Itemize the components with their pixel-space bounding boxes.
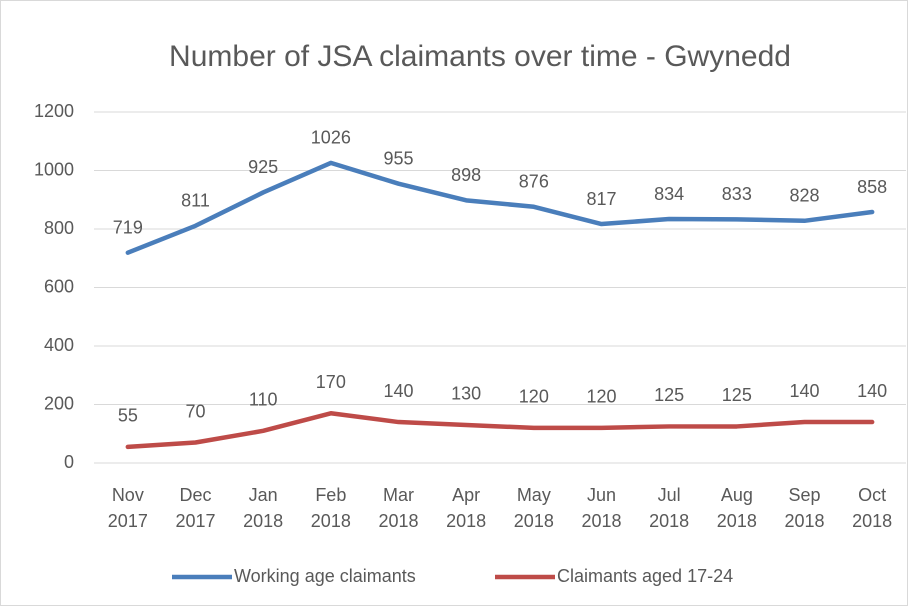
data-label: 876 [519, 172, 549, 192]
x-tick-label: Jan 2018 [243, 485, 284, 531]
legend-label: Working age claimants [234, 566, 416, 586]
data-label: 55 [118, 406, 138, 426]
y-tick-label: 0 [64, 452, 74, 472]
y-tick-label: 800 [44, 218, 74, 238]
data-label: 719 [113, 217, 143, 237]
data-label: 125 [654, 385, 684, 405]
data-label: 140 [789, 381, 819, 401]
data-label: 811 [181, 191, 210, 211]
line-series [125, 411, 875, 450]
x-tick-label: Nov 2017 [107, 485, 148, 531]
data-label: 170 [316, 372, 346, 392]
x-tick-label: Jun 2018 [581, 485, 622, 531]
legend-label: Claimants aged 17-24 [557, 566, 733, 586]
line-series [125, 160, 875, 255]
data-label: 925 [248, 157, 278, 177]
x-tick-label: Jul 2018 [649, 485, 690, 531]
data-label: 834 [654, 184, 684, 204]
x-tick-label: Sep 2018 [784, 485, 825, 531]
x-tick-label: Oct 2018 [852, 485, 893, 531]
data-label: 1026 [311, 128, 351, 148]
data-label: 140 [383, 381, 413, 401]
data-label: 130 [451, 384, 481, 404]
data-label: 817 [586, 189, 616, 209]
y-tick-label: 1200 [34, 101, 74, 121]
data-label: 955 [383, 148, 413, 168]
data-label: 125 [722, 385, 752, 405]
x-tick-label: May 2018 [513, 485, 554, 531]
data-label: 120 [519, 387, 549, 407]
data-label: 898 [451, 165, 481, 185]
data-label: 858 [857, 177, 887, 197]
y-tick-label: 200 [44, 393, 74, 413]
x-tick-label: Mar 2018 [378, 485, 419, 531]
data-label: 110 [249, 390, 278, 410]
x-tick-label: Feb 2018 [310, 485, 351, 531]
data-label: 828 [789, 186, 819, 206]
y-tick-label: 1000 [34, 159, 74, 179]
y-tick-label: 400 [44, 335, 74, 355]
data-label: 140 [857, 381, 887, 401]
data-label: 120 [586, 387, 616, 407]
data-label: 70 [185, 401, 205, 421]
data-label: 833 [722, 184, 752, 204]
x-tick-label: Dec 2017 [175, 485, 216, 531]
x-tick-label: Apr 2018 [446, 485, 487, 531]
x-tick-label: Aug 2018 [716, 485, 757, 531]
chart-title: Number of JSA claimants over time - Gwyn… [169, 40, 791, 73]
y-tick-label: 600 [44, 276, 74, 296]
